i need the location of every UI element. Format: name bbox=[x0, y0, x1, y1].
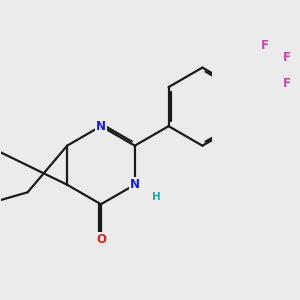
Text: O: O bbox=[96, 233, 106, 246]
Text: F: F bbox=[261, 39, 269, 52]
Text: N: N bbox=[130, 178, 140, 191]
Text: H: H bbox=[152, 192, 161, 203]
Text: N: N bbox=[96, 120, 106, 133]
Text: F: F bbox=[283, 77, 291, 90]
Text: F: F bbox=[283, 51, 291, 64]
